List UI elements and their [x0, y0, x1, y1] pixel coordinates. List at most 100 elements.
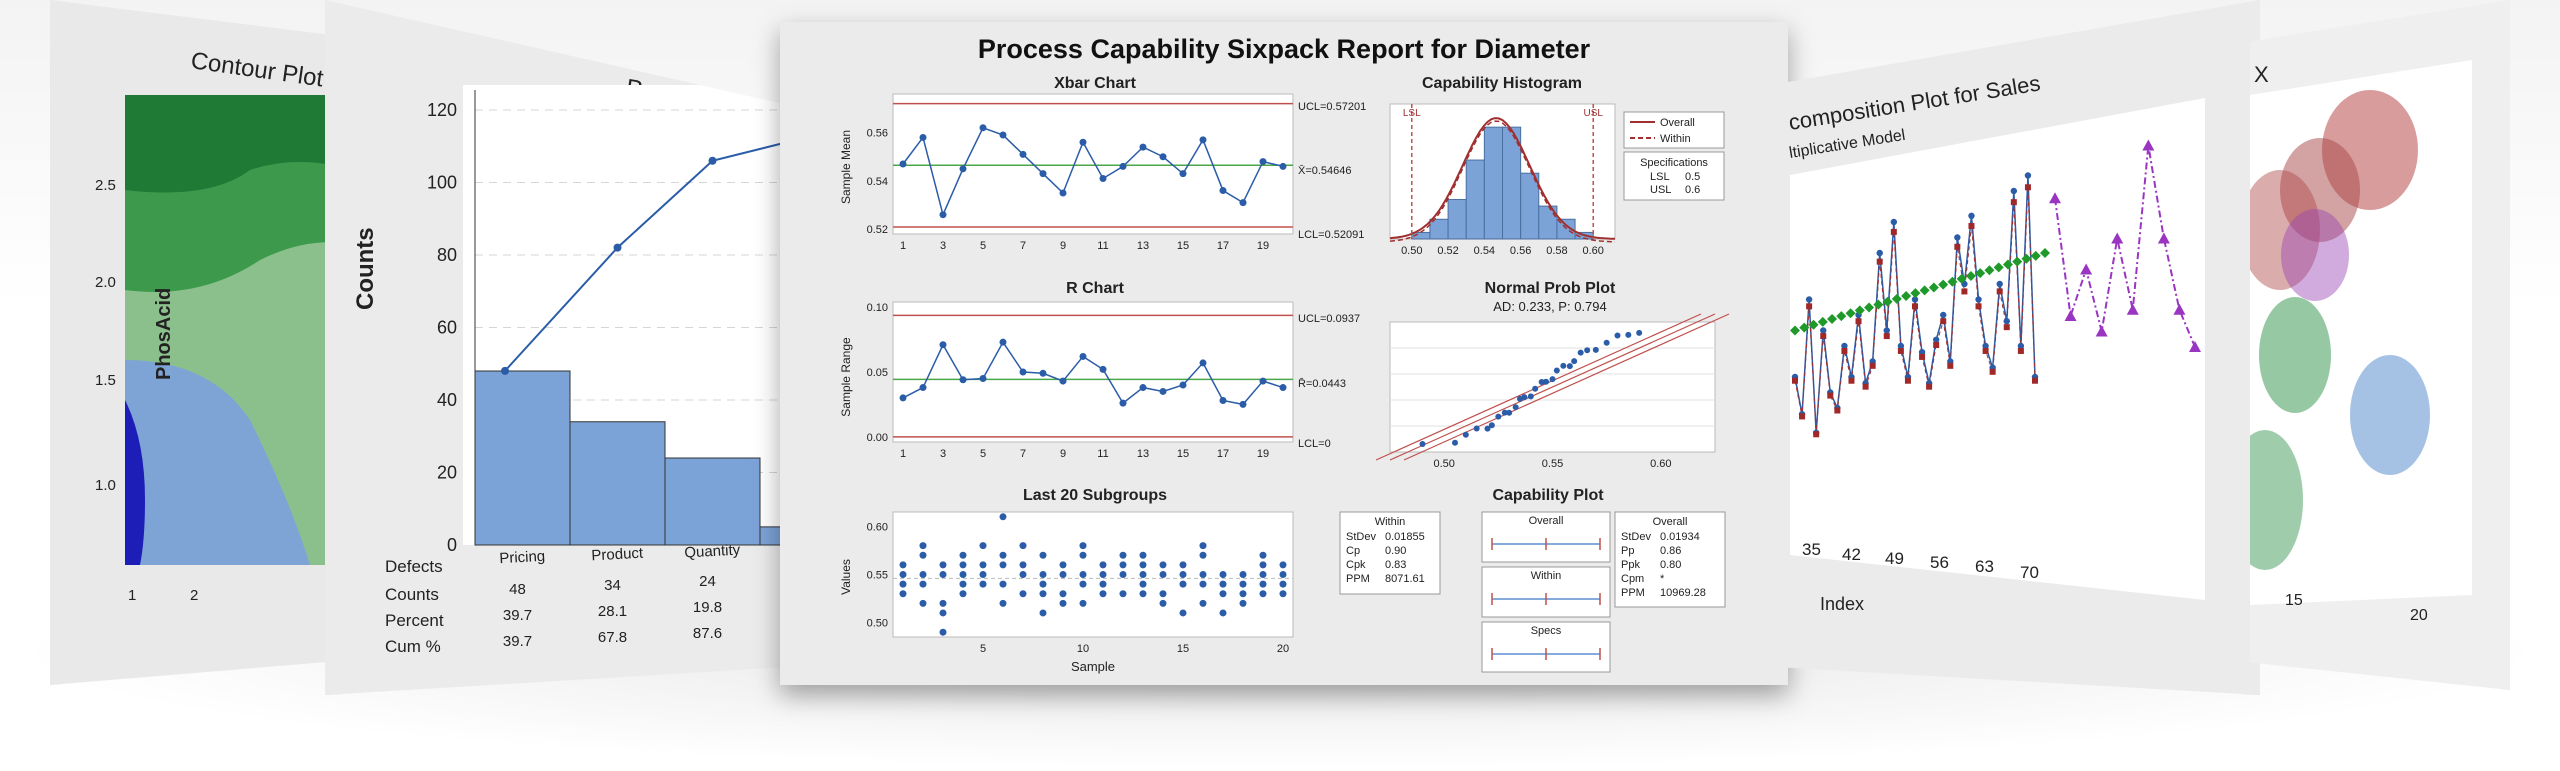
xtick: 17 [1217, 448, 1229, 460]
data-point [1059, 599, 1067, 607]
rchart-ucl-label: UCL=0.0937 [1298, 313, 1360, 325]
actual-point [1883, 327, 1890, 334]
trend-marker [1975, 268, 1986, 279]
data-point [1039, 551, 1047, 559]
xbar-lcl-label: LCL=0.52091 [1298, 229, 1364, 241]
data-point [1259, 551, 1267, 559]
bubble [2350, 355, 2430, 475]
data-point [1179, 609, 1187, 617]
data-point [1219, 571, 1227, 578]
xtick: 19 [1257, 240, 1269, 252]
forecast-point [2080, 263, 2093, 275]
rchart-plot-area [892, 301, 1294, 443]
histogram-bar [1465, 159, 1485, 240]
data-point [1019, 561, 1027, 569]
xtick: 13 [1137, 240, 1149, 252]
decomp-xtick: 56 [1930, 553, 1949, 572]
xtick: 9 [1060, 240, 1066, 252]
xtick: 0.56 [1510, 245, 1531, 257]
fit-point [1869, 362, 1876, 369]
normprob-point [1614, 332, 1621, 339]
last20-plot-area [892, 511, 1294, 638]
pareto-table-cell: 67.8 [598, 629, 627, 646]
pareto-ytick: 60 [437, 318, 457, 338]
actual-point [1820, 327, 1827, 334]
data-point [999, 599, 1007, 607]
normprob-point [1462, 431, 1469, 438]
ytick: 0.50 [867, 618, 888, 630]
xtick: 0.55 [1542, 458, 1563, 470]
actual-point [2017, 342, 2025, 350]
trend-marker [1790, 325, 1800, 336]
fit-point [1806, 303, 1813, 310]
data-point [1159, 590, 1167, 598]
trend-marker [1956, 273, 1967, 284]
bubble-xtick: 15 [2285, 592, 2303, 609]
fit-point [2010, 199, 2017, 206]
pareto-chart-panel: Pareto Chart of De Counts 02040608010012… [325, 0, 785, 695]
fit-point [2024, 184, 2031, 191]
capplot-title: Capability Plot [1492, 487, 1604, 504]
capplot-mini-box [1481, 566, 1611, 618]
xtick: 0.60 [1583, 245, 1604, 257]
xtick: 11 [1097, 448, 1108, 460]
data-point [1179, 580, 1187, 588]
xtick: 1 [900, 240, 906, 252]
fit-point [1799, 413, 1806, 420]
fit-point [1926, 383, 1933, 390]
overall-curve [1389, 117, 1616, 240]
pareto-ytick: 40 [437, 390, 457, 410]
normprob-point [1577, 349, 1584, 356]
actual-point [1805, 296, 1813, 303]
legend-within-label: Within [1660, 133, 1691, 145]
fit-point [1813, 431, 1820, 438]
trend-marker [1827, 314, 1838, 325]
forecast-point [2189, 341, 2201, 352]
fit-point [1961, 288, 1968, 295]
fit-point [1954, 243, 1961, 250]
fit-point [1940, 318, 1947, 325]
trend-marker [1864, 302, 1875, 313]
trend-marker [1808, 319, 1819, 330]
xtick: 7 [1020, 240, 1026, 252]
contour-ytick: 1.5 [95, 372, 116, 389]
data-point [1259, 377, 1267, 385]
data-point [1139, 143, 1147, 151]
data-point [1079, 571, 1087, 578]
series-line [902, 126, 1284, 217]
data-point [1179, 381, 1187, 389]
within-stat-label: StDev [1346, 531, 1376, 543]
data-point [1079, 138, 1087, 146]
normprob-point [1506, 409, 1513, 416]
fit-point [1834, 407, 1841, 414]
overall-stat-label: Cpm [1621, 573, 1644, 585]
normprob-point [1484, 425, 1491, 432]
data-point [899, 160, 907, 168]
overall-stat-label: StDev [1621, 531, 1651, 543]
fit-point [2017, 347, 2024, 354]
xtick: 15 [1177, 448, 1189, 460]
data-point [1259, 590, 1267, 598]
normprob-title: Normal Prob Plot [1485, 280, 1616, 297]
contour-ytick: 2.0 [95, 274, 116, 291]
actual-point [1975, 296, 1982, 303]
data-point [919, 551, 927, 559]
data-point [999, 580, 1007, 588]
data-point [1279, 580, 1287, 588]
usl-label: USL [1583, 108, 1603, 119]
capplot-mini-box [1481, 621, 1611, 673]
ytick: 0.00 [867, 432, 888, 444]
data-point [899, 561, 907, 569]
trend-marker [1854, 305, 1865, 316]
pareto-row-label: Defects [385, 557, 443, 576]
normprob-point [1495, 413, 1502, 420]
data-point [1079, 352, 1087, 360]
bubble-plot: X 15 20 [2250, 60, 2472, 624]
data-point [899, 394, 907, 402]
data-point [1019, 590, 1027, 598]
actual-point [1996, 280, 2003, 288]
normprob-point [1549, 376, 1556, 383]
overall-stat-value: 0.86 [1660, 545, 1681, 557]
